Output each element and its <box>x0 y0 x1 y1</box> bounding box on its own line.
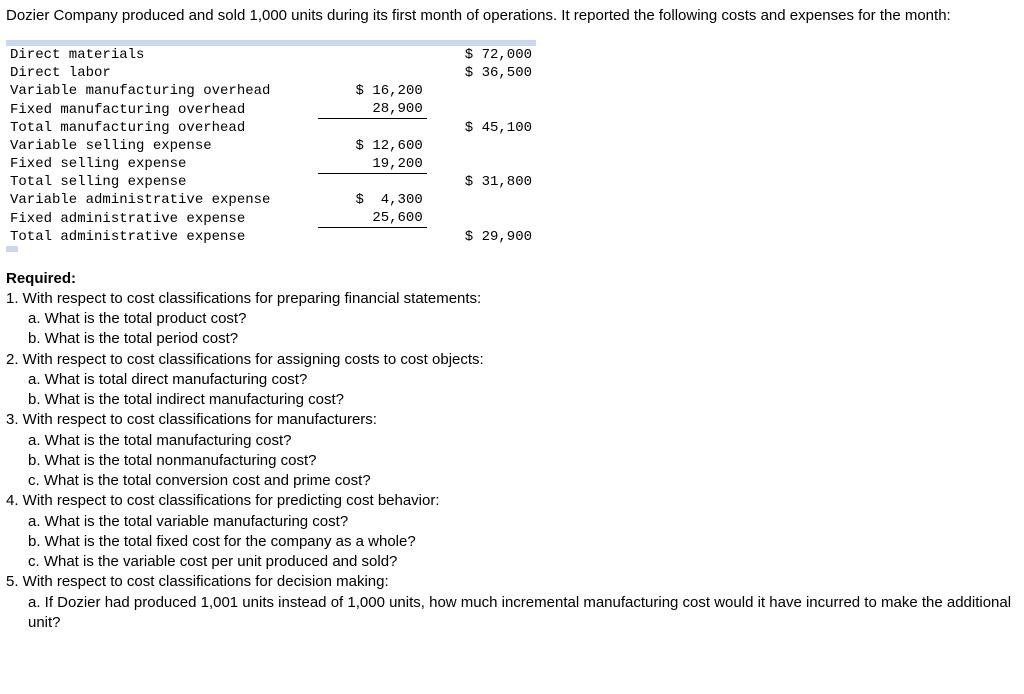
row-label: Fixed manufacturing overhead <box>6 100 318 119</box>
table-row: Fixed administrative expense25,600 <box>6 209 536 228</box>
row-subtotal: $ 4,300 <box>318 191 427 209</box>
question-line: 1. With respect to cost classifications … <box>6 289 1018 309</box>
question-line: b. What is the total period cost? <box>6 329 1018 349</box>
question-line: a. What is the total product cost? <box>6 309 1018 329</box>
row-subtotal <box>318 173 427 191</box>
row-subtotal <box>318 64 427 82</box>
row-label: Total administrative expense <box>6 228 318 246</box>
row-subtotal: $ 12,600 <box>318 137 427 155</box>
row-total <box>427 137 536 155</box>
table-row: Variable administrative expense$ 4,300 <box>6 191 536 209</box>
cost-table-container: Direct materials $ 72,000 Direct labor $ 36… <box>6 40 536 252</box>
question-line: a. What is the total variable manufactur… <box>6 512 1018 532</box>
table-row: Variable selling expense$ 12,600 <box>6 137 536 155</box>
row-label: Total manufacturing overhead <box>6 119 318 137</box>
table-row: Direct labor $ 36,500 <box>6 64 536 82</box>
table-row: Fixed selling expense19,200 <box>6 155 536 174</box>
row-total: $ 72,000 <box>427 46 536 64</box>
row-subtotal: 28,900 <box>318 100 427 119</box>
row-subtotal <box>318 228 427 246</box>
question-line: 2. With respect to cost classifications … <box>6 350 1018 370</box>
question-line: a. If Dozier had produced 1,001 units in… <box>6 593 1018 634</box>
row-total: $ 31,800 <box>427 173 536 191</box>
table-row: Total administrative expense $ 29,900 <box>6 228 536 246</box>
row-label: Fixed selling expense <box>6 155 318 174</box>
table-row: Total selling expense $ 31,800 <box>6 173 536 191</box>
table-row: Variable manufacturing overhead$ 16,200 <box>6 82 536 100</box>
question-line: a. What is the total manufacturing cost? <box>6 431 1018 451</box>
question-line: 5. With respect to cost classifications … <box>6 572 1018 592</box>
row-label: Variable administrative expense <box>6 191 318 209</box>
row-label: Total selling expense <box>6 173 318 191</box>
row-subtotal <box>318 46 427 64</box>
table-row: Fixed manufacturing overhead28,900 <box>6 100 536 119</box>
cost-table: Direct materials $ 72,000 Direct labor $ 36… <box>6 46 536 246</box>
row-subtotal: $ 16,200 <box>318 82 427 100</box>
table-row: Total manufacturing overhead $ 45,100 <box>6 119 536 137</box>
question-line: c. What is the variable cost per unit pr… <box>6 552 1018 572</box>
questions-list: 1. With respect to cost classifications … <box>6 289 1018 633</box>
row-total: $ 29,900 <box>427 228 536 246</box>
question-line: a. What is total direct manufacturing co… <box>6 370 1018 390</box>
question-line: 4. With respect to cost classifications … <box>6 491 1018 511</box>
question-line: b. What is the total indirect manufactur… <box>6 390 1018 410</box>
table-bottom-border <box>6 246 536 252</box>
row-total <box>427 100 536 119</box>
row-total <box>427 82 536 100</box>
question-line: b. What is the total nonmanufacturing co… <box>6 451 1018 471</box>
row-total: $ 45,100 <box>427 119 536 137</box>
row-subtotal: 19,200 <box>318 155 427 174</box>
question-line: b. What is the total fixed cost for the … <box>6 532 1018 552</box>
question-line: 3. With respect to cost classifications … <box>6 410 1018 430</box>
row-total: $ 36,500 <box>427 64 536 82</box>
row-subtotal <box>318 119 427 137</box>
row-label: Fixed administrative expense <box>6 209 318 228</box>
required-heading: Required: <box>6 270 1018 287</box>
question-line: c. What is the total conversion cost and… <box>6 471 1018 491</box>
row-label: Variable selling expense <box>6 137 318 155</box>
row-label: Direct labor <box>6 64 318 82</box>
table-row: Direct materials $ 72,000 <box>6 46 536 64</box>
row-total <box>427 155 536 174</box>
row-label: Direct materials <box>6 46 318 64</box>
row-subtotal: 25,600 <box>318 209 427 228</box>
row-total <box>427 191 536 209</box>
row-total <box>427 209 536 228</box>
row-label: Variable manufacturing overhead <box>6 82 318 100</box>
problem-intro: Dozier Company produced and sold 1,000 u… <box>6 6 1018 26</box>
